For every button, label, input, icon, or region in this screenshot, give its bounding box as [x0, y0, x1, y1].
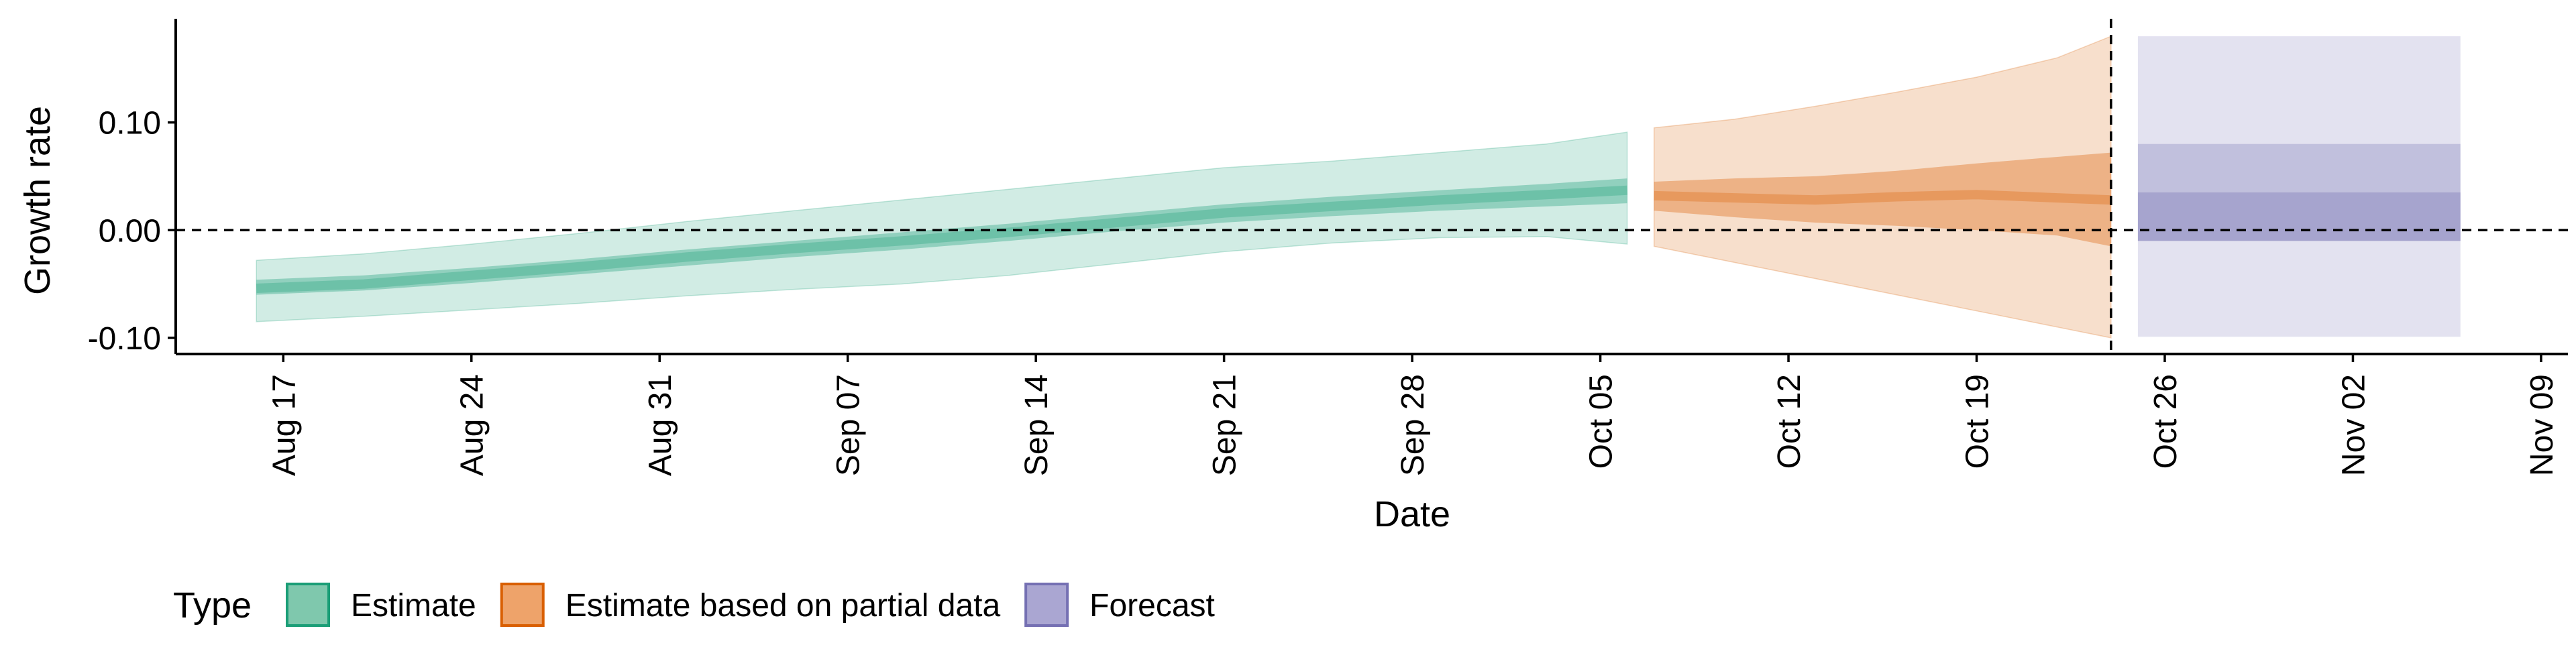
x-tick-label: Sep 21 — [1208, 374, 1243, 476]
x-tick-label: Sep 14 — [1019, 374, 1055, 476]
x-tick-label: Oct 05 — [1584, 374, 1619, 469]
x-tick-label: Sep 28 — [1395, 374, 1431, 476]
median-line-1 — [1654, 190, 2112, 205]
x-tick-label: Nov 02 — [2336, 374, 2371, 476]
band-50-0 — [256, 178, 1627, 295]
series-1 — [1653, 35, 2112, 339]
legend-entry-1: Estimate based on partial data — [500, 583, 1001, 627]
forecast-band-90 — [2137, 36, 2461, 337]
axes: -0.10 0.00 0.10 Aug 17 Aug 24 Aug 31 Sep 07 Sep… — [17, 19, 2568, 534]
legend-key — [1024, 583, 1069, 627]
x-tick-label: Oct 26 — [2148, 374, 2184, 469]
y-tick-label: 0.00 — [99, 213, 161, 249]
series-2 — [2137, 36, 2461, 337]
legend-label: Estimate based on partial data — [566, 588, 1001, 624]
forecast-band-50 — [2137, 192, 2461, 241]
x-tick-label: Aug 17 — [266, 374, 302, 476]
forecast-band-outer — [2137, 143, 2461, 241]
legend: Type Estimate Estimate based on partial da… — [173, 583, 1215, 627]
series-0 — [256, 131, 1628, 322]
band-90-0 — [256, 131, 1628, 322]
y-tick-label: 0.10 — [99, 106, 161, 141]
band-90-1 — [1653, 35, 2112, 339]
legend-entry-0: Estimate — [286, 583, 476, 627]
legend-title: Type — [173, 585, 252, 626]
x-axis-title: Date — [1374, 494, 1450, 534]
x-tick-label: Sep 07 — [831, 374, 867, 476]
x-tick-label: Aug 31 — [643, 374, 678, 476]
band-50-1 — [1654, 152, 2111, 247]
legend-key — [500, 583, 545, 627]
legend-key — [286, 583, 330, 627]
legend-label: Estimate — [351, 588, 476, 624]
x-tick-label: Nov 09 — [2524, 374, 2560, 476]
y-axis-title: Growth rate — [17, 106, 58, 295]
median-line-0 — [256, 185, 1627, 293]
x-tick-label: Aug 24 — [455, 374, 490, 476]
reference-lines — [176, 19, 2568, 354]
x-tick-label: Oct 19 — [1960, 374, 1996, 469]
x-tick-label: Oct 12 — [1772, 374, 1807, 469]
bands-layer — [256, 35, 2461, 339]
y-tick-label: -0.10 — [88, 321, 161, 357]
legend-label: Forecast — [1089, 588, 1215, 624]
legend-entry-2: Forecast — [1024, 583, 1215, 627]
